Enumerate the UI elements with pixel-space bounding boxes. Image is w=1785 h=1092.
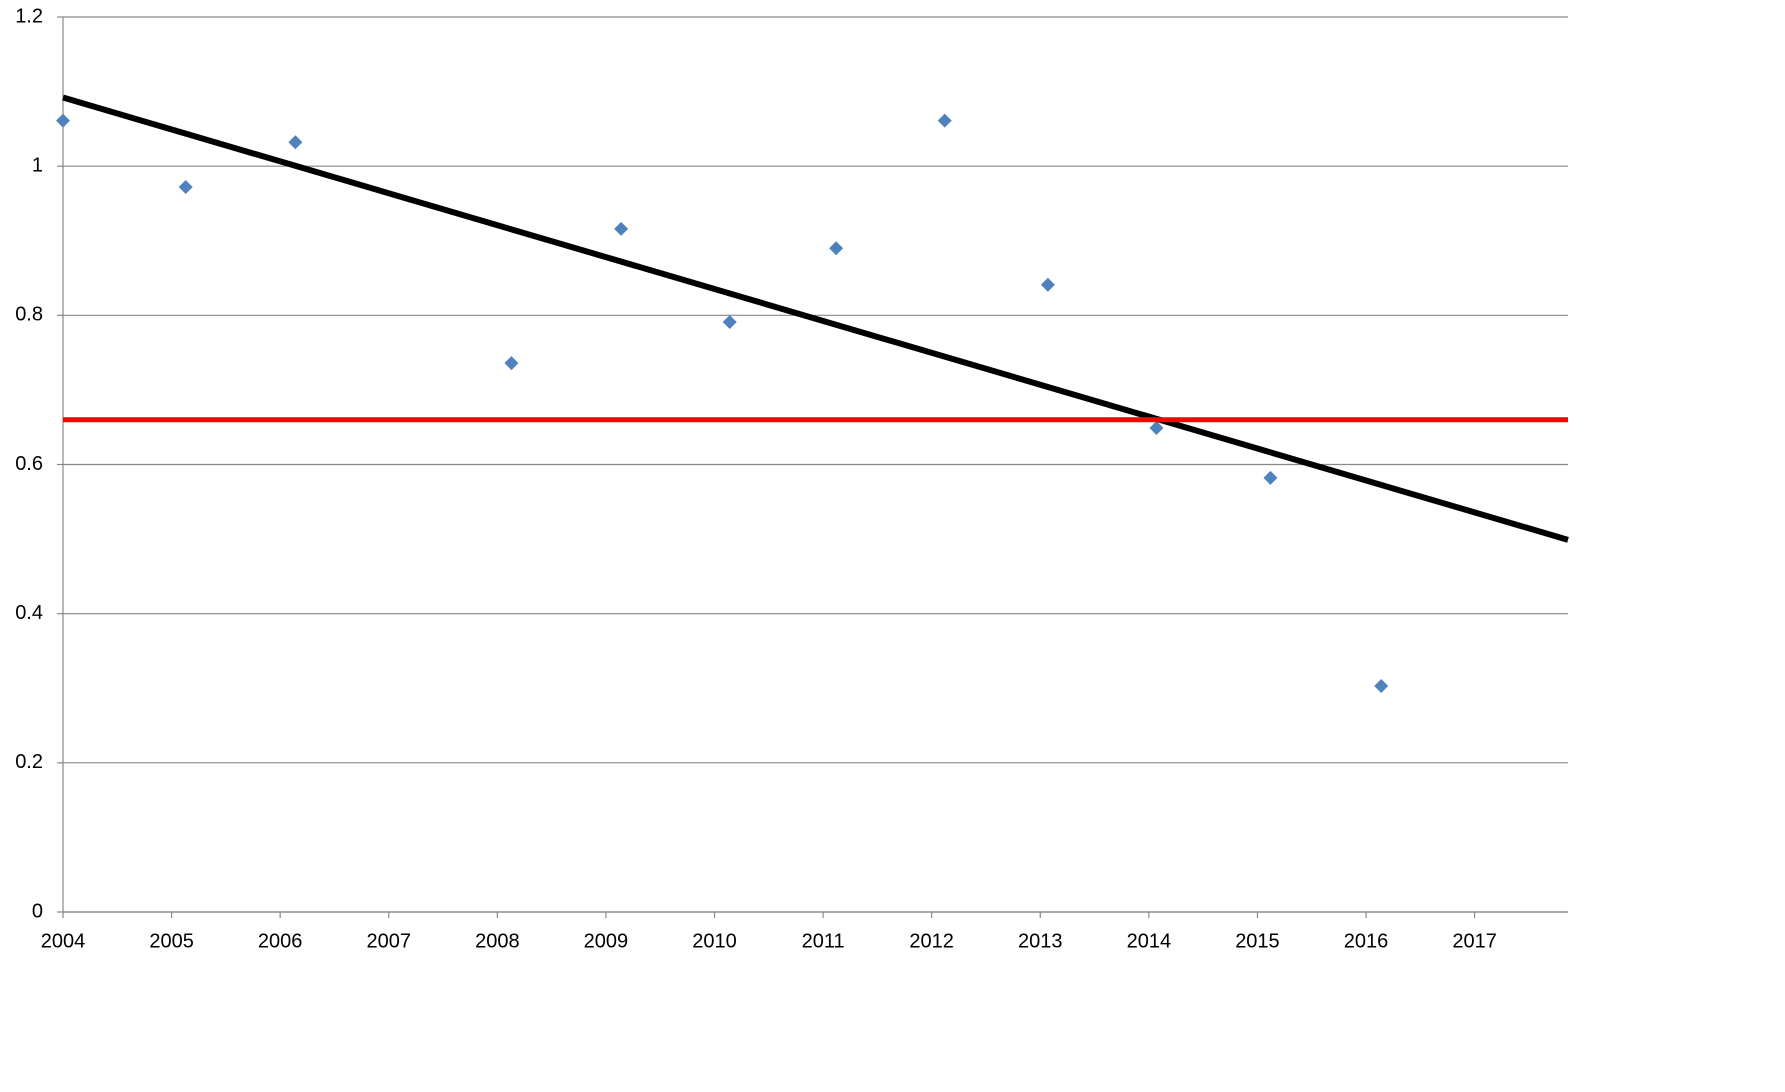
y-tick-label: 0.4: [15, 602, 43, 624]
y-tick-label: 1.2: [15, 5, 43, 27]
point: [504, 356, 519, 371]
x-tick-label: 2017: [1452, 930, 1497, 952]
y-tick-label: 0.6: [15, 453, 43, 475]
x-tick-label: 2015: [1235, 930, 1280, 952]
x-tick-label: 2005: [149, 930, 194, 952]
y-tick-label: 1: [32, 154, 43, 176]
x-tick-label: 2011: [802, 930, 845, 952]
point: [829, 241, 844, 256]
point: [1040, 277, 1055, 292]
x-tick-label: 2008: [475, 930, 520, 952]
x-tick-label: 2004: [41, 930, 86, 952]
x-tick-label: 2016: [1344, 930, 1389, 952]
point: [1263, 470, 1278, 485]
x-tick-label: 2007: [367, 930, 412, 952]
x-tick-label: 2006: [258, 930, 303, 952]
point: [1149, 420, 1164, 435]
point: [1374, 679, 1389, 694]
x-tick-label: 2010: [692, 930, 737, 952]
y-tick-label: 0.8: [15, 304, 43, 326]
x-tick-label: 2009: [584, 930, 629, 952]
y-tick-label: 0: [32, 900, 43, 922]
point: [56, 113, 70, 128]
x-tick-label: 2013: [1018, 930, 1063, 952]
point: [178, 180, 193, 195]
line: [62, 94, 1569, 543]
point: [614, 221, 629, 236]
x-tick-label: 2012: [909, 930, 954, 952]
x-tick-label: 2014: [1127, 930, 1172, 952]
point: [288, 135, 303, 150]
y-tick-label: 0.2: [15, 751, 43, 773]
point: [937, 113, 952, 128]
point: [722, 315, 737, 330]
